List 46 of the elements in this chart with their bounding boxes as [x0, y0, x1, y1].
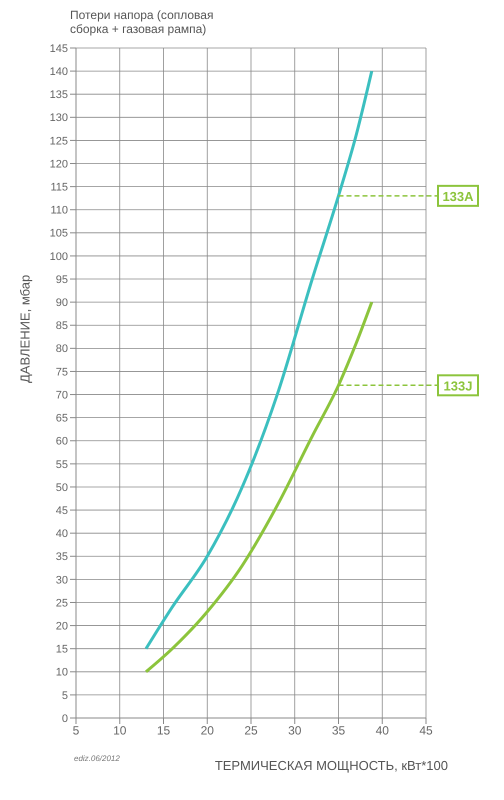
x-tick-label: 15 [156, 724, 170, 738]
x-axis-title: ТЕРМИЧЕСКАЯ МОЩНОСТЬ, кВт*100 [214, 758, 448, 773]
y-tick-label: 130 [50, 112, 68, 124]
y-tick-label: 0 [62, 712, 68, 725]
y-tick-label: 125 [50, 135, 68, 148]
y-tick-label: 80 [56, 343, 68, 356]
y-tick-label: 75 [56, 366, 68, 378]
chart-title: Потери напора (сопловая сборка + газовая рампа) [70, 8, 214, 38]
y-tick-label: 85 [56, 320, 68, 332]
y-tick-label: 140 [50, 66, 68, 78]
y-tick-label: 40 [56, 528, 68, 540]
y-tick-label: 110 [50, 204, 68, 217]
y-tick-label: 145 [50, 42, 68, 55]
line-series [144, 70, 374, 650]
y-tick-label: 70 [56, 389, 68, 402]
y-tick-label: 115 [50, 182, 68, 194]
y-tick-label: 90 [56, 297, 68, 310]
y-tick-label: 50 [56, 482, 68, 494]
y-tick-label: 55 [56, 458, 68, 471]
x-tick-label: 25 [244, 724, 258, 738]
y-tick-label: 45 [56, 504, 68, 517]
y-tick-label: 10 [56, 666, 68, 679]
y-tick-label: 15 [56, 644, 68, 656]
x-tick-label: 35 [332, 724, 346, 738]
y-axis-title: ДАВЛЕНИЕ, мбар [18, 274, 33, 383]
y-tick-label: 25 [56, 597, 68, 610]
y-tick-label: 35 [56, 551, 68, 564]
y-tick-label: 120 [50, 158, 68, 170]
x-tick-label: 10 [113, 724, 127, 738]
y-tick-label: 60 [56, 436, 68, 448]
y-tick-label: 5 [62, 690, 68, 702]
y-tick-label: 105 [50, 228, 68, 240]
y-tick-label: 30 [56, 574, 68, 586]
x-tick-label: 45 [419, 724, 433, 738]
x-tick-label: 5 [72, 724, 80, 738]
annotation: 133A [442, 188, 474, 204]
annotation: 133J [444, 378, 472, 394]
x-tick-label: 40 [376, 724, 390, 738]
text: ediz.06/2012 [74, 754, 120, 763]
y-tick-label: 65 [56, 412, 68, 425]
y-tick-label: 100 [50, 250, 68, 263]
y-tick-label: 95 [56, 274, 68, 286]
y-tick-label: 135 [50, 89, 68, 102]
y-tick-label: 20 [56, 620, 68, 632]
x-tick-label: 30 [288, 724, 302, 738]
x-tick-label: 20 [200, 724, 214, 738]
